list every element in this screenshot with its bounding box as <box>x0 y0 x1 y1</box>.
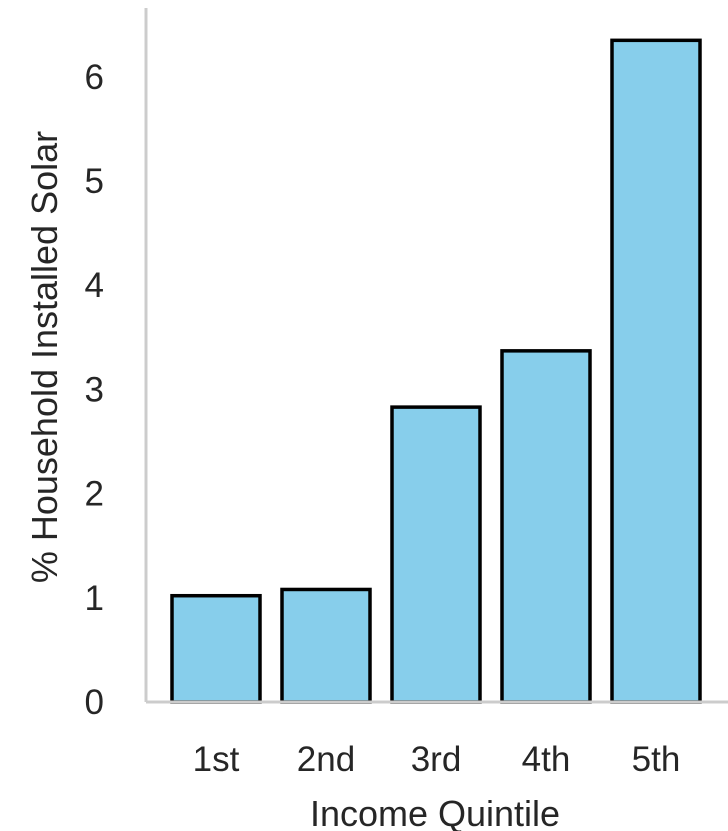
x-tick-label: 4th <box>522 740 571 779</box>
y-axis-title: % Household Installed Solar <box>24 131 65 583</box>
x-axis-title: Income Quintile <box>310 793 560 831</box>
y-tick-label: 0 <box>85 683 104 722</box>
x-tick-label: 5th <box>632 740 681 779</box>
y-tick-label: 1 <box>85 579 104 618</box>
bar-3rd <box>390 405 482 704</box>
x-tick-label: 2nd <box>297 740 355 779</box>
bar-1st <box>170 593 262 704</box>
x-tick-labels: 1st 2nd 3rd 4th 5th <box>193 740 681 779</box>
bars-group <box>170 38 702 704</box>
bar-4th <box>500 349 592 704</box>
bar-2nd <box>280 587 372 704</box>
x-tick-label: 3rd <box>411 740 462 779</box>
x-tick-label: 1st <box>193 740 240 779</box>
y-tick-label: 5 <box>85 162 104 201</box>
bar-5th <box>610 38 702 704</box>
y-tick-label: 3 <box>85 370 104 409</box>
y-tick-label: 4 <box>85 266 104 305</box>
y-tick-label: 6 <box>85 58 104 97</box>
y-tick-label: 2 <box>85 475 104 514</box>
y-tick-labels: 0 1 2 3 4 5 6 <box>85 58 104 722</box>
